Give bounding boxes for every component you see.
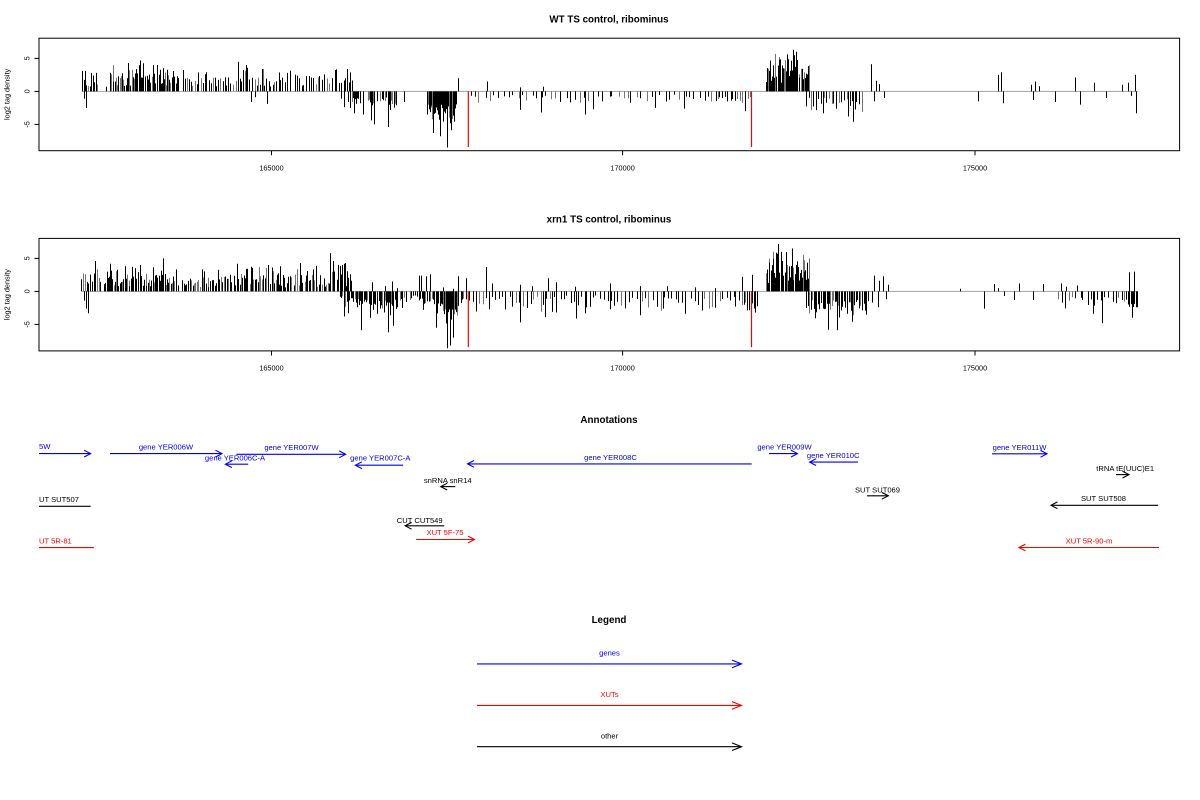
svg-text:UT SUT507: UT SUT507 <box>39 495 79 504</box>
svg-text:-5: -5 <box>23 121 32 128</box>
svg-text:0: 0 <box>23 89 32 93</box>
svg-text:Annotations: Annotations <box>580 415 638 426</box>
svg-text:5: 5 <box>23 256 32 260</box>
svg-text:gene YER006W: gene YER006W <box>139 442 194 451</box>
svg-text:165000: 165000 <box>259 364 283 373</box>
svg-text:genes: genes <box>599 649 620 658</box>
svg-text:xrn1 TS control, ribominus: xrn1 TS control, ribominus <box>547 215 672 226</box>
svg-text:gene YER007W: gene YER007W <box>264 443 319 452</box>
svg-text:SUT SUT508: SUT SUT508 <box>1081 494 1126 503</box>
svg-text:gene YER007C-A: gene YER007C-A <box>350 454 411 463</box>
svg-text:SUT SUT069: SUT SUT069 <box>855 486 900 495</box>
svg-text:175000: 175000 <box>963 164 987 173</box>
svg-text:gene YER010C: gene YER010C <box>807 451 860 460</box>
svg-text:gene YER011W: gene YER011W <box>993 443 1048 452</box>
svg-text:170000: 170000 <box>610 164 634 173</box>
svg-text:5: 5 <box>23 56 32 60</box>
svg-text:5W: 5W <box>39 442 51 451</box>
svg-text:log2 tag density: log2 tag density <box>3 269 12 320</box>
svg-text:tRNA tE(UUC)E1: tRNA tE(UUC)E1 <box>1096 464 1154 473</box>
svg-text:Legend: Legend <box>592 615 627 626</box>
svg-text:-5: -5 <box>23 321 32 328</box>
svg-text:170000: 170000 <box>610 364 634 373</box>
svg-text:XUT 5R-90-m: XUT 5R-90-m <box>1066 536 1113 545</box>
svg-text:XUT 5F-75: XUT 5F-75 <box>427 528 464 537</box>
svg-text:snRNA snR14: snRNA snR14 <box>424 476 472 485</box>
svg-text:CUT CUT549: CUT CUT549 <box>397 516 443 525</box>
svg-text:log2 tag density: log2 tag density <box>3 68 12 119</box>
svg-text:165000: 165000 <box>259 164 283 173</box>
svg-text:175000: 175000 <box>963 364 987 373</box>
svg-text:gene YER009W: gene YER009W <box>757 442 812 451</box>
svg-text:WT TS control, ribominus: WT TS control, ribominus <box>549 15 669 26</box>
svg-text:UT 5R-81: UT 5R-81 <box>39 536 72 545</box>
svg-text:XUTs: XUTs <box>600 690 618 699</box>
svg-text:other: other <box>601 732 619 741</box>
svg-text:gene YER006C-A: gene YER006C-A <box>205 453 266 462</box>
svg-text:gene YER008C: gene YER008C <box>584 453 637 462</box>
svg-text:0: 0 <box>23 289 32 293</box>
